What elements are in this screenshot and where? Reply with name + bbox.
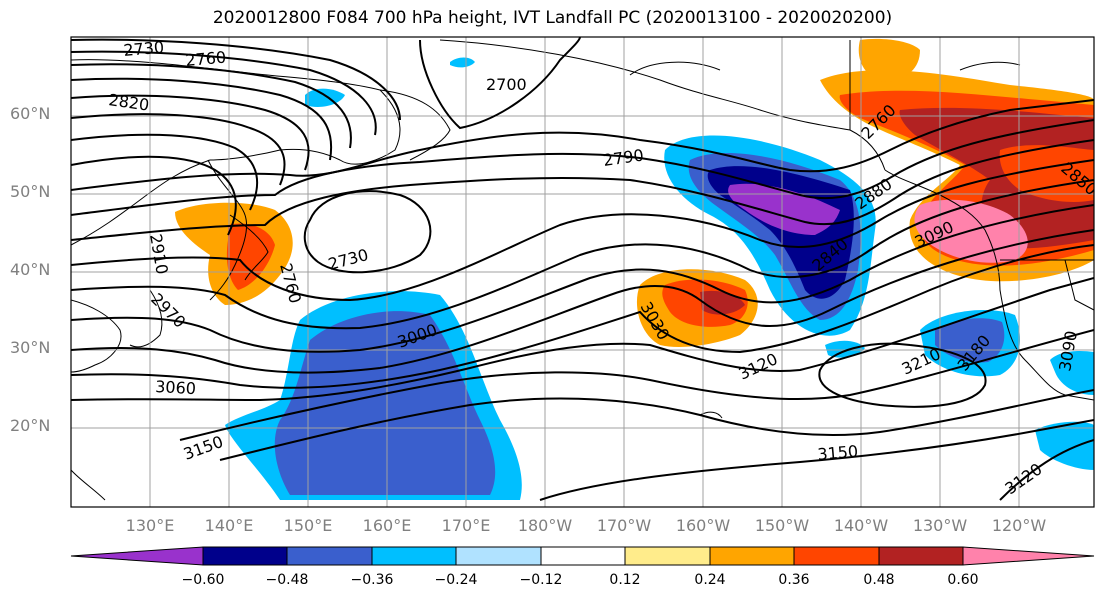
colorbar-swatch xyxy=(202,546,288,566)
colorbar-swatch xyxy=(286,546,373,566)
lon-label: 130°E xyxy=(125,516,175,535)
contour-label: 3060 xyxy=(155,377,197,398)
contour-label: 2730 xyxy=(123,38,165,60)
gridlines xyxy=(71,37,1094,507)
colorbar-tick: 0.24 xyxy=(694,572,726,588)
lon-label: 170°W xyxy=(596,516,652,535)
lat-label-60n: 60°N xyxy=(10,104,51,123)
map-title: 2020012800 F084 700 hPa height, IVT Land… xyxy=(212,8,893,28)
colorbar xyxy=(70,546,1095,566)
lon-label: 150°E xyxy=(283,516,333,535)
colorbar-swatch xyxy=(455,546,542,566)
contour-label: 2700 xyxy=(486,75,527,94)
colorbar-tick: 0.48 xyxy=(863,572,895,588)
lat-label-20n: 20°N xyxy=(10,416,51,435)
lat-label-40n: 40°N xyxy=(10,260,51,279)
colorbar-tick: 0.36 xyxy=(778,572,810,588)
lat-label-30n: 30°N xyxy=(10,338,51,357)
lat-label-50n: 50°N xyxy=(10,182,51,201)
contour-label: 3150 xyxy=(817,442,859,464)
colorbar-swatch xyxy=(878,546,964,566)
lon-label: 170°E xyxy=(441,516,491,535)
colorbar-tick: −0.24 xyxy=(434,572,478,588)
lon-label: 130°W xyxy=(912,516,968,535)
colorbar-tick: −0.48 xyxy=(265,572,309,588)
colorbar-swatch xyxy=(709,546,795,566)
height-contours xyxy=(71,37,1094,501)
contour-label: 2760 xyxy=(185,48,227,70)
map-plot-area: 2730 2760 2820 2700 2790 2730 2880 2840 … xyxy=(71,37,1094,507)
lon-label: 140°W xyxy=(833,516,889,535)
map-frame xyxy=(70,36,1095,508)
lon-label: 140°E xyxy=(204,516,254,535)
colorbar-tick: −0.36 xyxy=(350,572,394,588)
colorbar-swatch xyxy=(540,546,626,566)
lon-label: 160°E xyxy=(362,516,412,535)
colorbar-tick: 0.60 xyxy=(947,572,979,588)
colorbar-tick: −0.60 xyxy=(181,572,225,588)
colorbar-swatch xyxy=(962,546,1095,566)
colorbar-swatch xyxy=(371,546,457,566)
lon-label: 120°W xyxy=(991,516,1047,535)
colorbar-swatch xyxy=(624,546,711,566)
colorbar-tick: 0.12 xyxy=(609,572,641,588)
colorbar-swatch xyxy=(793,546,880,566)
lon-label: 180°W xyxy=(517,516,573,535)
lon-label: 150°W xyxy=(754,516,810,535)
lon-label: 160°W xyxy=(675,516,731,535)
colorbar-tick: −0.12 xyxy=(519,572,563,588)
colorbar-swatch xyxy=(70,546,204,566)
